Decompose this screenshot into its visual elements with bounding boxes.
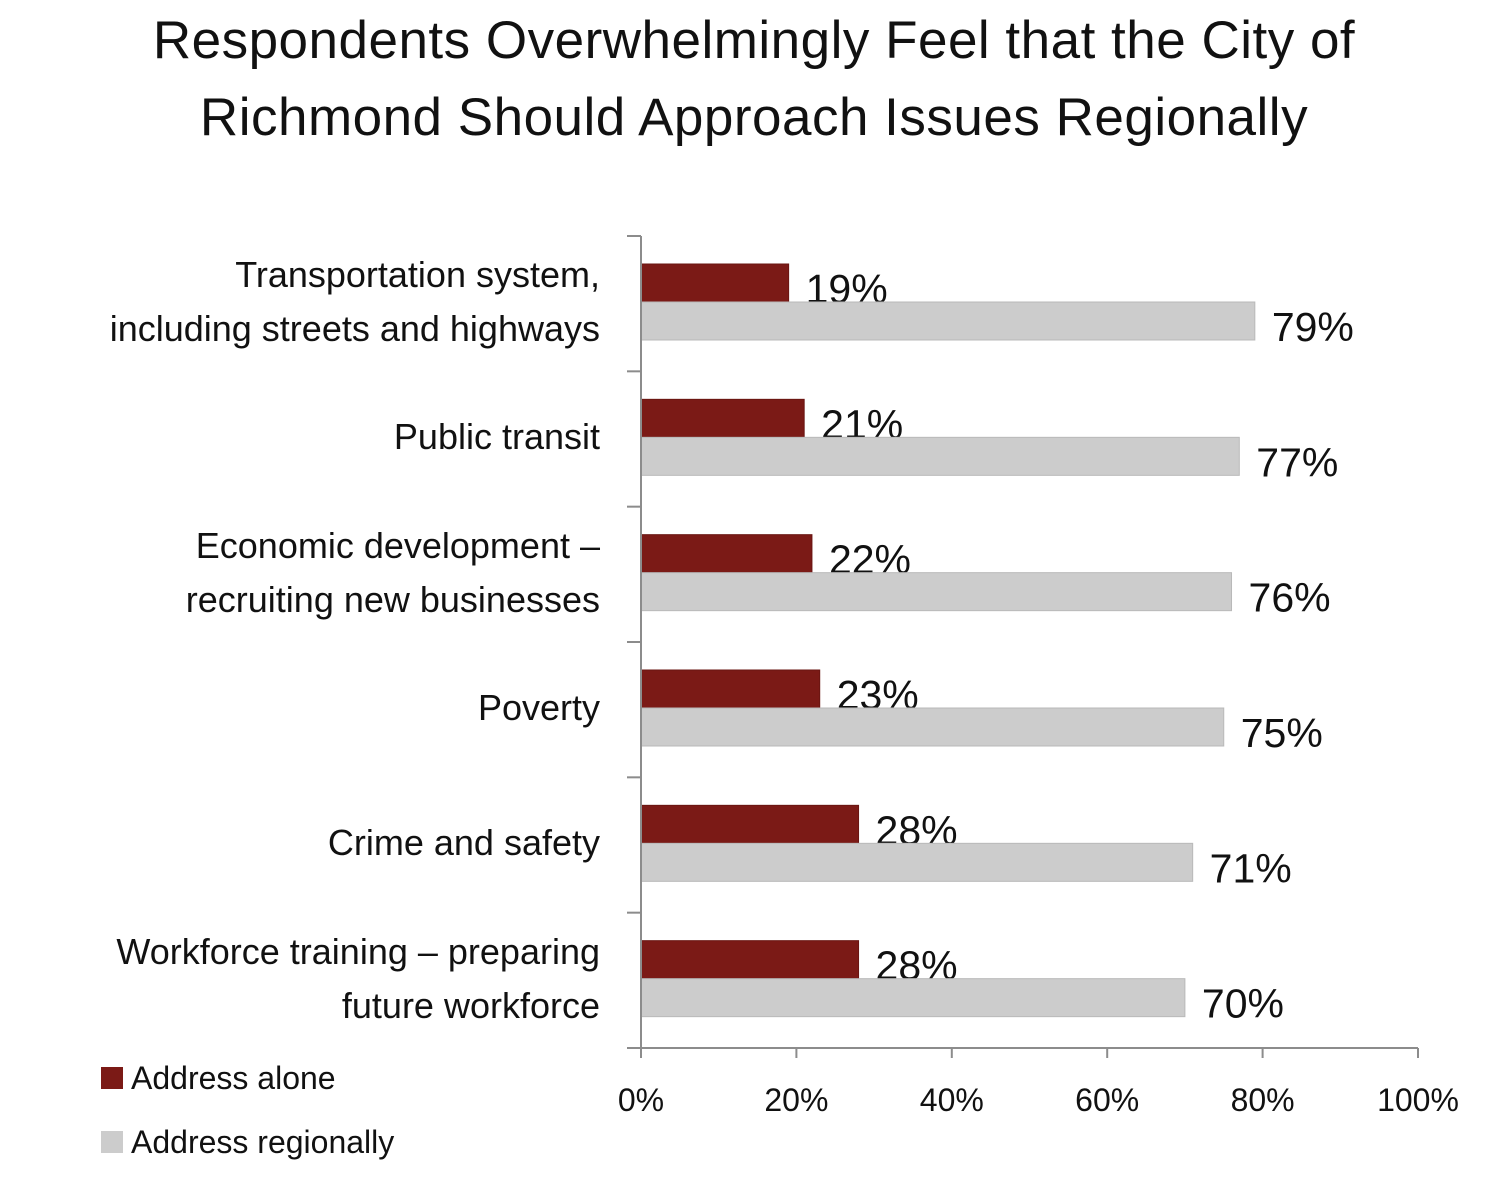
bar-address-alone bbox=[640, 940, 860, 980]
category-label-line: recruiting new businesses bbox=[185, 578, 600, 620]
bar-address-regionally bbox=[640, 707, 1225, 747]
data-label-address-regionally: 75% bbox=[1241, 710, 1323, 756]
category-label-line: Workforce training – preparing bbox=[116, 930, 600, 972]
x-axis-tick-label: 40% bbox=[920, 1082, 984, 1118]
data-label-address-regionally: 79% bbox=[1272, 304, 1354, 350]
category-label-line: Transportation system, bbox=[235, 254, 600, 295]
bar-address-alone bbox=[640, 263, 790, 303]
bar-address-regionally bbox=[640, 572, 1233, 612]
legend-label-address-regionally: Address regionally bbox=[131, 1123, 395, 1160]
category-label: Crime and safety bbox=[328, 816, 600, 870]
legend-swatch-address-alone bbox=[101, 1067, 123, 1089]
bar-address-regionally bbox=[640, 978, 1186, 1018]
x-axis-tick-label: 80% bbox=[1231, 1082, 1295, 1118]
data-label-address-regionally: 77% bbox=[1256, 439, 1338, 485]
x-axis-tick-label: 60% bbox=[1075, 1082, 1139, 1118]
bar-address-alone bbox=[640, 669, 821, 709]
category-label-line: including streets and highways bbox=[109, 308, 600, 349]
bar-address-alone bbox=[640, 534, 813, 574]
x-axis-tick-label: 20% bbox=[764, 1082, 828, 1118]
x-axis-tick-label: 0% bbox=[618, 1082, 664, 1118]
legend-item-address-regionally: Address regionally bbox=[101, 1122, 394, 1162]
legend-label-address-alone: Address alone bbox=[131, 1059, 336, 1096]
bar-address-alone bbox=[640, 398, 805, 438]
x-axis-tick-label: 100% bbox=[1377, 1082, 1459, 1118]
chart-title-line-2: Richmond Should Approach Issues Regional… bbox=[199, 88, 1309, 147]
category-label: Public transit bbox=[394, 410, 600, 464]
chart-title: Respondents Overwhelmingly Feel that the… bbox=[0, 2, 1508, 156]
bar-address-regionally bbox=[640, 436, 1240, 476]
category-label-line: Crime and safety bbox=[327, 822, 600, 864]
category-label: Transportation system, including streets … bbox=[110, 248, 600, 356]
category-label-line: Public transit bbox=[393, 416, 600, 458]
legend-swatch-address-regionally bbox=[101, 1131, 123, 1153]
category-label-line: future workforce bbox=[341, 984, 600, 1026]
category-label-line: Poverty bbox=[477, 687, 600, 728]
category-label: Workforce training – preparing future wor… bbox=[116, 925, 600, 1033]
data-label-address-regionally: 71% bbox=[1210, 845, 1292, 891]
chart-title-line-1: Respondents Overwhelmingly Feel that the… bbox=[152, 11, 1356, 70]
category-label-line: Economic development – bbox=[195, 524, 600, 566]
category-label: Poverty bbox=[478, 681, 600, 735]
bar-address-alone bbox=[640, 804, 860, 844]
legend-item-address-alone: Address alone bbox=[101, 1058, 336, 1098]
bar-address-regionally bbox=[640, 301, 1256, 341]
data-label-address-regionally: 70% bbox=[1202, 981, 1284, 1027]
bar-address-regionally bbox=[640, 842, 1194, 882]
category-label: Economic development – recruiting new bus… bbox=[186, 519, 600, 627]
data-label-address-regionally: 76% bbox=[1249, 575, 1331, 621]
